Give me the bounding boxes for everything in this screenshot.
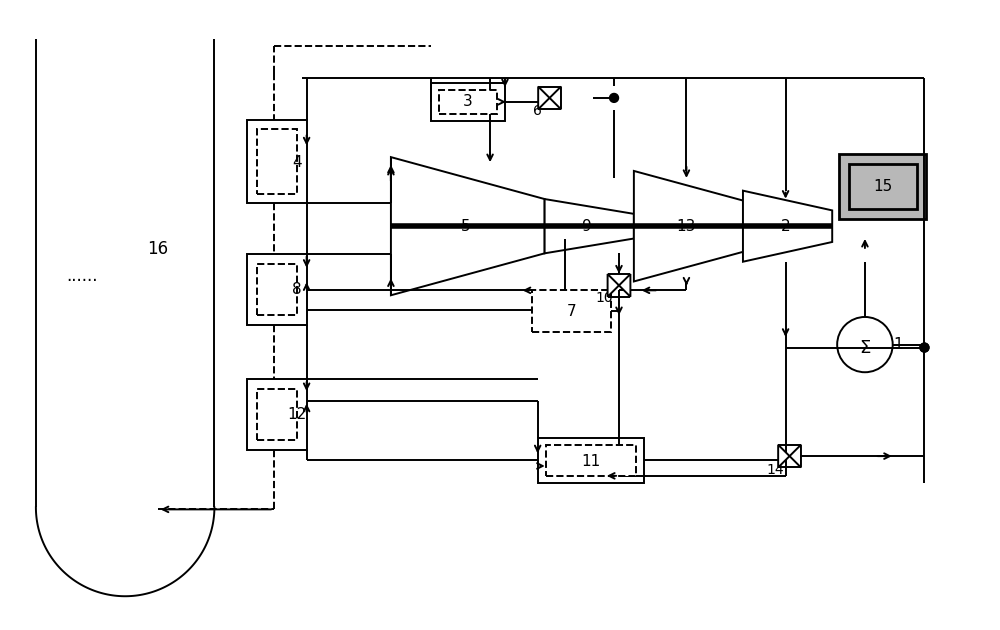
Text: 13: 13 — [677, 219, 696, 234]
Text: 8: 8 — [292, 282, 302, 297]
Bar — [257, 130, 297, 193]
Text: Σ: Σ — [859, 338, 871, 357]
Bar — [538, 438, 644, 483]
Polygon shape — [619, 274, 630, 297]
Text: 7: 7 — [567, 304, 576, 319]
Text: 12: 12 — [287, 407, 306, 422]
Text: 14: 14 — [767, 463, 784, 477]
Polygon shape — [538, 86, 550, 109]
Bar — [546, 445, 636, 476]
Polygon shape — [790, 445, 801, 467]
Text: 16: 16 — [147, 240, 168, 258]
Text: 1: 1 — [894, 337, 903, 352]
Bar — [849, 164, 916, 209]
Bar — [247, 120, 307, 203]
Circle shape — [610, 93, 619, 102]
Polygon shape — [545, 199, 634, 253]
Circle shape — [920, 343, 929, 352]
Polygon shape — [550, 86, 561, 109]
Text: 11: 11 — [582, 454, 601, 469]
Text: ......: ...... — [66, 266, 97, 285]
Polygon shape — [391, 157, 545, 295]
Bar — [532, 290, 611, 332]
Text: 9: 9 — [582, 219, 592, 234]
Bar — [439, 90, 497, 113]
Circle shape — [920, 343, 929, 352]
Text: 2: 2 — [781, 219, 790, 234]
Text: 6: 6 — [533, 104, 542, 118]
Bar — [247, 379, 307, 450]
Text: 15: 15 — [873, 179, 892, 194]
Polygon shape — [778, 445, 790, 467]
Bar — [257, 389, 297, 440]
Text: 3: 3 — [462, 94, 472, 110]
Bar — [431, 83, 505, 120]
Bar — [839, 154, 926, 219]
Text: 10: 10 — [595, 291, 613, 305]
Polygon shape — [634, 171, 743, 282]
Text: 5: 5 — [460, 219, 470, 234]
Bar — [257, 264, 297, 315]
Polygon shape — [743, 191, 832, 261]
Bar — [247, 254, 307, 325]
Polygon shape — [608, 274, 619, 297]
Text: 4: 4 — [292, 154, 302, 169]
